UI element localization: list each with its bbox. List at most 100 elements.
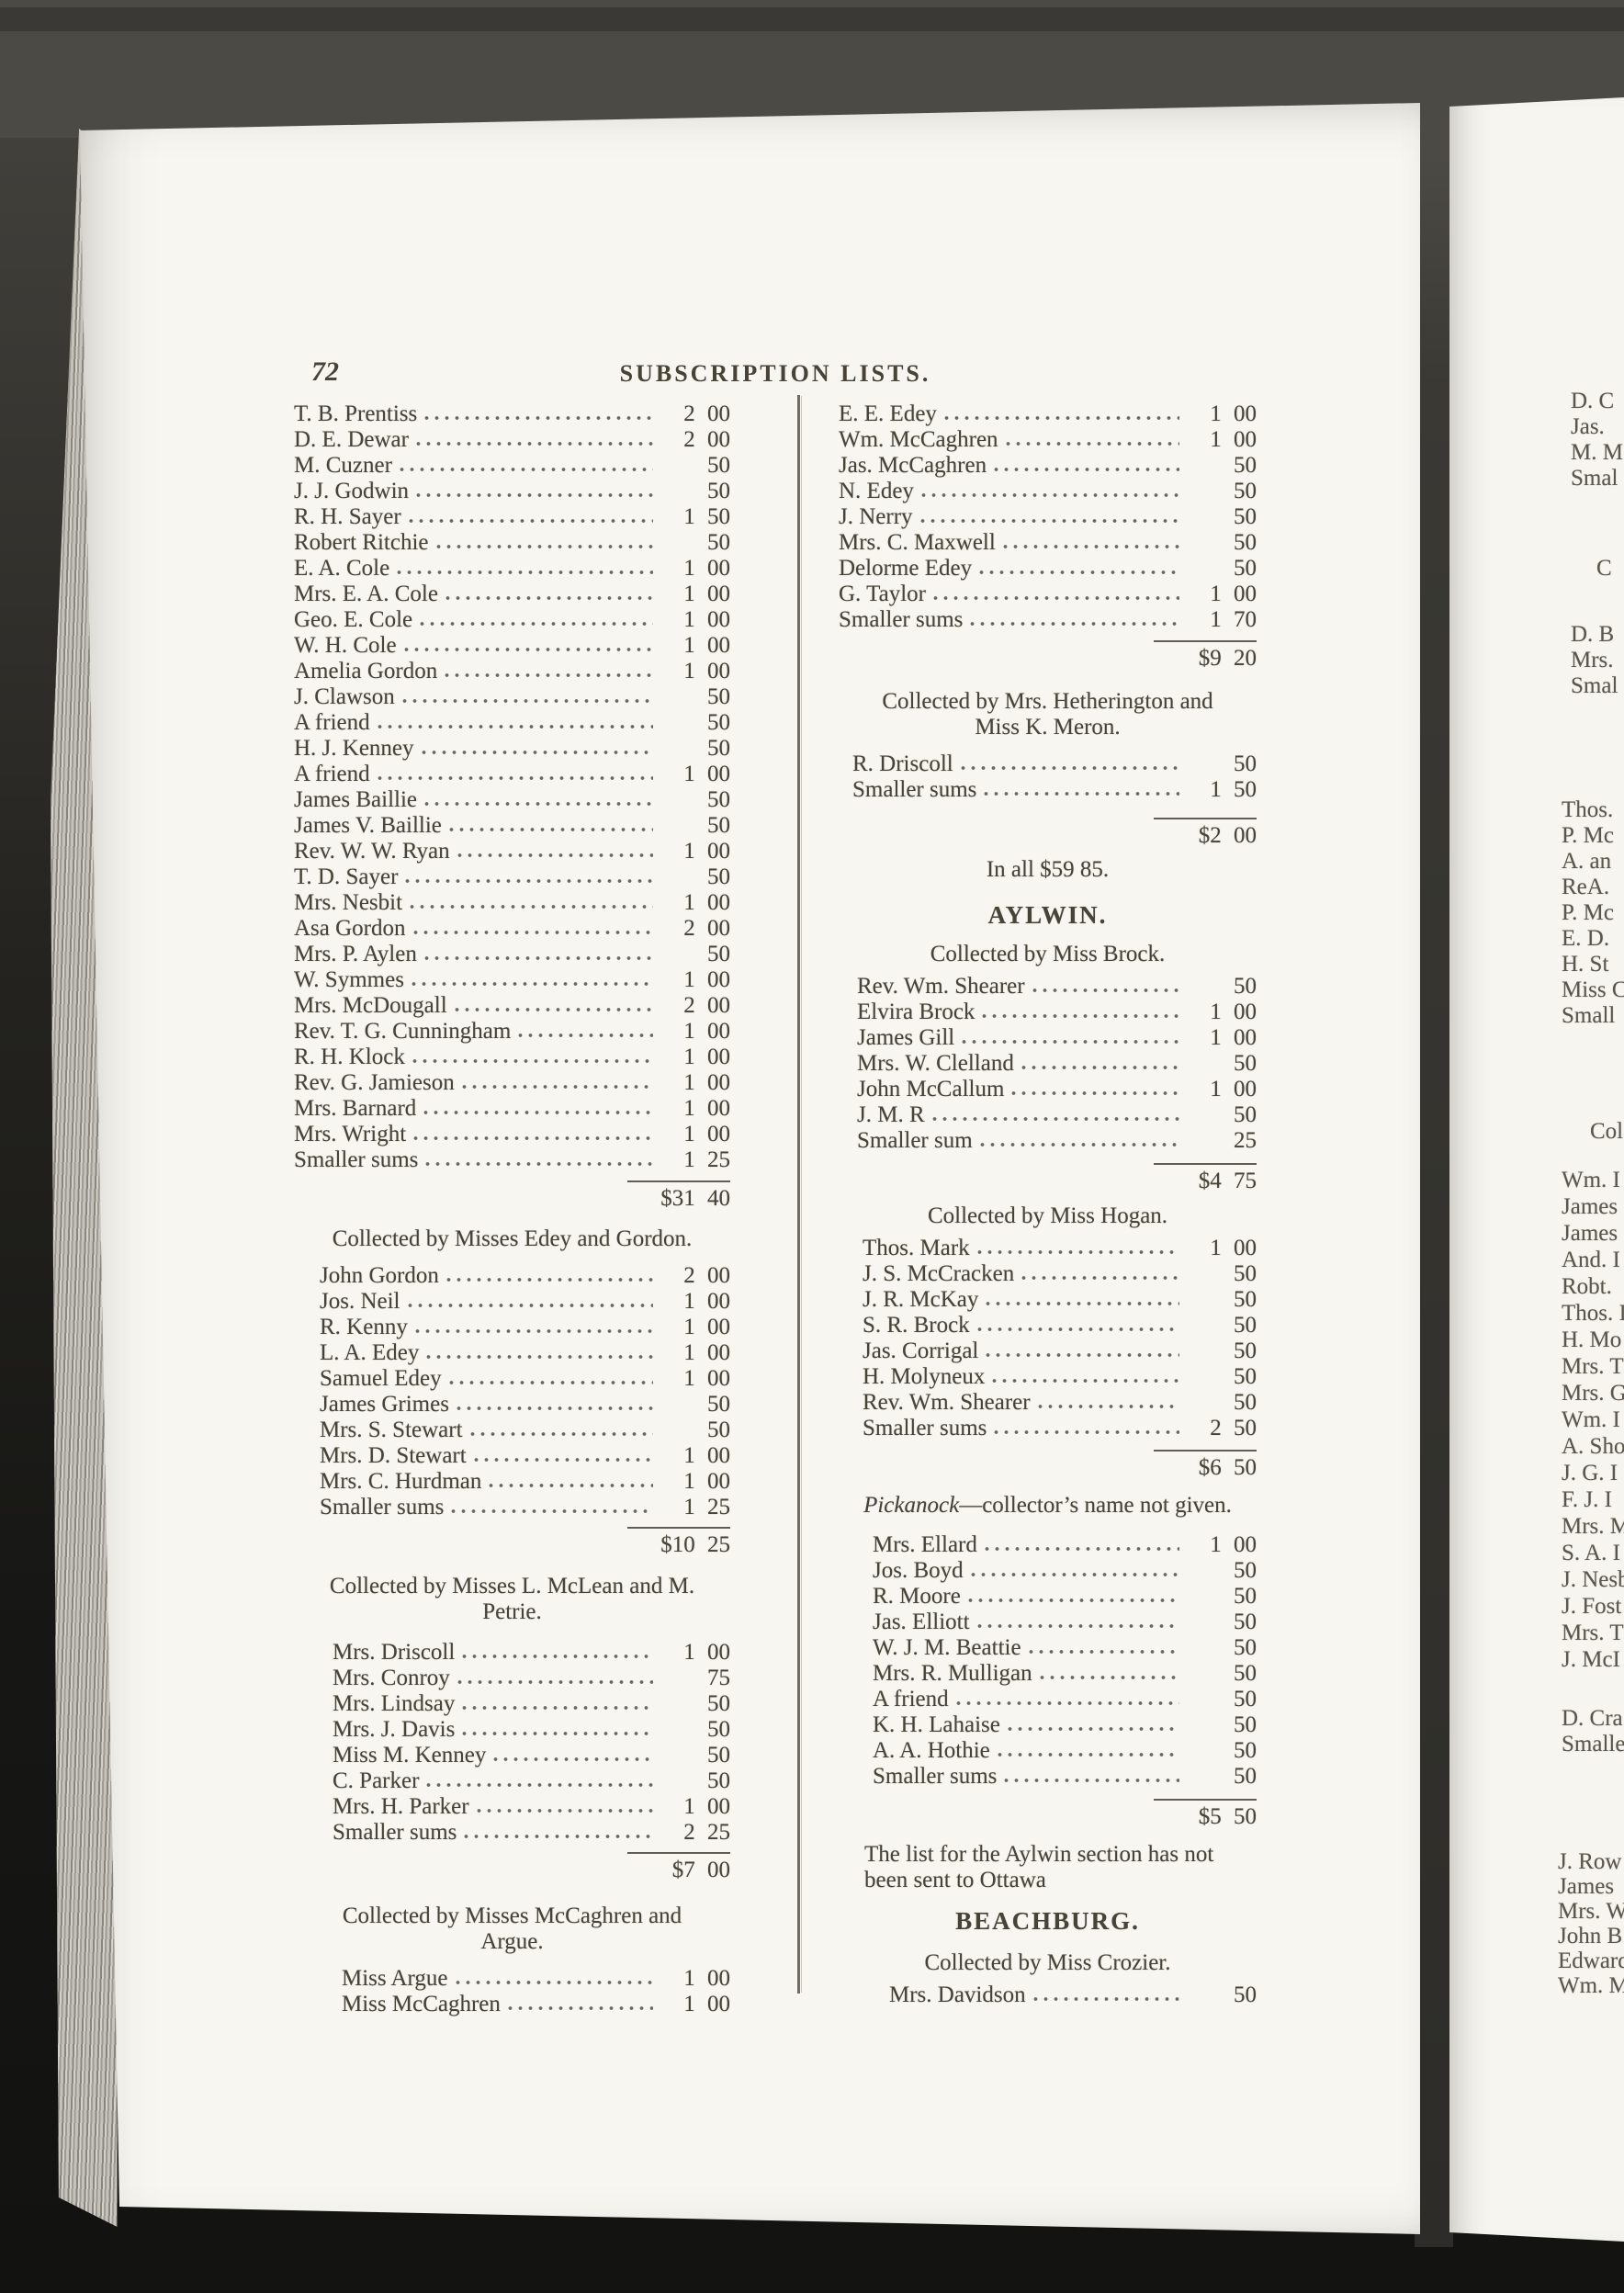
list-entry: J. M. R 50 [857,1102,1257,1128]
dot-leader [426,1352,653,1361]
dot-leader [933,593,1179,602]
collector-heading: Collected by Miss Hogan. [839,1203,1257,1229]
entry-amount: 50 [1234,1764,1257,1789]
dot-leader [970,619,1179,627]
clipped-text-line: Small [1562,1003,1616,1028]
clipped-text-block: D. CraSmaller [1562,1706,1624,1757]
entry-name: Smaller sums [839,607,964,632]
list-entry: Mrs. P. Aylen 50 [294,942,730,967]
dot-leader [451,1507,653,1515]
entry-amount: 1 00 [1210,1532,1257,1557]
entry-name: Samuel Edey [320,1366,442,1391]
collector-heading: Collected by Misses McCaghren and Argue. [294,1903,730,1955]
dot-leader [457,851,653,859]
entry-amount: 2 50 [1210,1416,1257,1440]
entry-name: G. Taylor [839,582,926,606]
dot-leader [423,1108,653,1116]
entry-amount: 1 00 [1210,401,1257,426]
entry-amount: 50 [1234,1390,1257,1415]
list-entry: S. R. Brock 50 [863,1313,1257,1339]
entry-amount: 50 [707,1392,730,1417]
list-entry: John Gordon 2 00 [320,1263,730,1289]
entry-amount: 50 [707,942,730,966]
list-entry: James Grimes 50 [320,1392,730,1418]
dot-leader [476,1806,653,1814]
entry-name: R. Moore [873,1584,961,1609]
right-page-sliver: D. C Jas. M. M Smal C D. B Mrs. Smal Thos. P. Mc A… [1449,97,1624,2242]
clipped-text-line: Wm. I [1562,1407,1620,1432]
list-entry: Mrs. J. Davis 50 [333,1717,730,1743]
dot-leader [1007,1724,1179,1733]
dot-leader [464,1832,653,1840]
entry-name: Smaller sums [320,1495,445,1519]
list-entry: Thos. Mark 1 00 [863,1236,1257,1261]
heading-line: Argue. [480,1929,544,1954]
entry-amount: 1 00 [683,1443,730,1468]
list-entry: Jas. Elliott 50 [873,1610,1257,1635]
list-entry: W. H. Cole 1 00 [294,633,730,659]
entry-amount: 1 00 [683,1366,730,1391]
clipped-text-line: F. J. I [1562,1487,1612,1512]
dot-leader [377,774,653,782]
entry-name: E. A. Cole [294,556,390,581]
entry-amount: 1 00 [683,1019,730,1044]
total-amount: $7 00 [627,1852,730,1883]
list-entry: Amelia Gordon 1 00 [294,659,730,684]
entry-name: H. Molyneux [863,1364,986,1389]
list-entry: Jos. Boyd 50 [873,1558,1257,1584]
entry-amount: 1 00 [683,1315,730,1339]
collector-heading: Collected by Mrs. Hetherington and Miss K… [839,689,1257,740]
heading-line: Collected by Miss Brock. [930,942,1166,966]
total-amount: $9 20 [1154,640,1257,672]
entry-name: T. D. Sayer [294,864,399,889]
clipped-text-line: Wm. I [1562,1168,1620,1192]
entry-name: J. Nerry [839,504,913,529]
dot-leader [424,799,653,808]
entry-name: Miss M. Kenney [333,1743,487,1768]
entry-name: Mrs. P. Aylen [294,942,417,966]
list-entry: N. Edey 50 [839,479,1257,504]
dot-leader [420,619,653,627]
entry-amount: 50 [1234,504,1257,529]
entry-amount: 1 00 [1210,1025,1257,1050]
clipped-text-block: C [1596,556,1612,582]
clipped-text-line: E. D. [1562,926,1610,951]
dot-leader [469,1429,653,1438]
entry-name: E. E. Edey [839,401,937,426]
entry-name: N. Edey [839,479,914,503]
clipped-text-line: H. Mo [1562,1327,1622,1352]
donor-list: Thos. Mark 1 00 J. S. McCracken 50 J. R. McK… [839,1236,1257,1441]
entry-amount: 2 00 [683,993,730,1018]
page-title: SUBSCRIPTION LISTS. [619,360,931,387]
entry-name: Mrs. Ellard [873,1532,977,1557]
list-entry: Mrs. Wright 1 00 [294,1122,730,1147]
clipped-text-line: D. C [1571,389,1615,413]
entry-amount: 50 [1234,1313,1257,1338]
heading-line: Collected by Misses L. McLean and M. [329,1574,695,1598]
entry-amount: 50 [1234,1687,1257,1711]
list-entry: Mrs. Conroy 75 [333,1666,730,1691]
grand-total-note: In all $59 85. [986,857,1110,882]
entry-name: Mrs. H. Parker [333,1794,469,1819]
list-entry: Mrs. H. Parker 1 00 [333,1794,730,1820]
dot-leader [976,1248,1179,1256]
list-entry: Mrs. S. Stewart 50 [320,1418,730,1443]
list-entry: L. A. Edey 1 00 [320,1340,730,1366]
list-entry: M. Cuzner 50 [294,453,730,479]
dot-leader [1021,1273,1179,1282]
list-entry: J. J. Godwin 50 [294,479,730,504]
clipped-text-line: D. B [1571,622,1615,647]
clipped-text-line: A. an [1562,849,1612,874]
dot-leader [462,1652,653,1660]
dot-leader [1002,542,1179,550]
list-entry: Elvira Brock 1 00 [857,1000,1257,1025]
entry-amount: 1 00 [683,659,730,683]
heading-line: Collected by Misses Edey and Gordon. [332,1226,693,1251]
total-amount: $5 50 [1154,1799,1257,1830]
entry-name: James V. Baillie [294,813,442,838]
dot-leader [979,568,1179,576]
entry-name: Mrs. C. Hurdman [320,1469,482,1494]
entry-name: W. J. M. Beattie [873,1635,1021,1660]
clipped-text-line: J. Fost [1562,1594,1622,1619]
